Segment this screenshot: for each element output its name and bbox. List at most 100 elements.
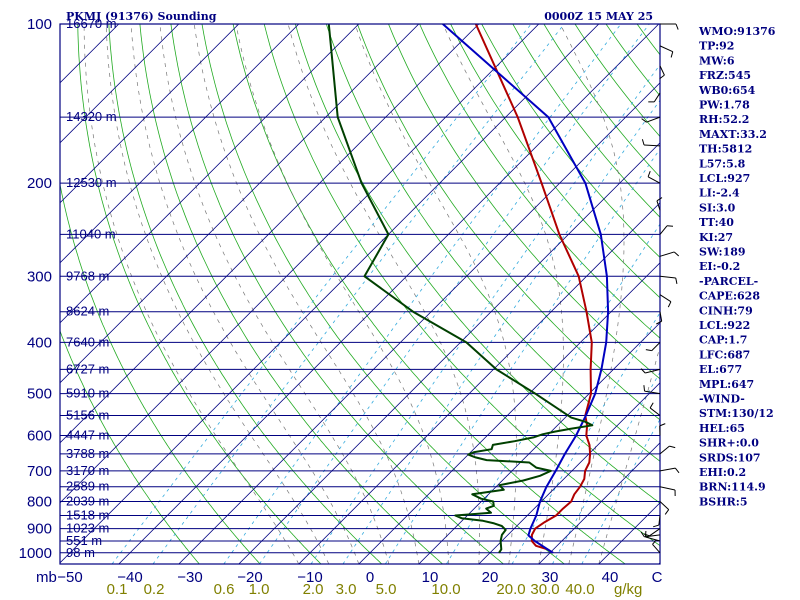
wind-barb [653,92,661,103]
mixing-ratio-tick-label: 2.0 [303,581,324,598]
moist-adiabat [83,24,300,564]
wind-barb [659,251,675,257]
height-label: 4447 m [66,427,109,442]
isotherm [238,142,660,564]
chart-time: 0000Z 15 MAY 25 [544,10,653,23]
index-item: CAPE:628 [699,290,760,303]
wind-barb [652,539,657,545]
moist-adiabat [193,24,420,564]
isotherm [178,82,660,564]
index-item: LFC:687 [699,348,750,361]
height-label: 3170 m [66,463,109,478]
index-item: SHR+:0.0 [699,437,759,450]
height-label: 14320 m [66,109,117,124]
wind-barb [659,423,666,427]
wind-barb [675,277,678,284]
wind-barb [659,467,676,472]
height-label: 12530 m [66,175,117,190]
wind-barb [674,467,680,474]
index-item: HEL:65 [699,422,745,435]
index-item: -WIND- [699,393,745,406]
wind-barb [649,402,654,409]
height-labels: 16670 m 14320 m 12530 m 11040 m 9768 m 8624 m… [66,16,117,560]
wind-barb [647,176,661,184]
height-label: 6727 m [66,361,109,376]
mixing-ratio-line [342,99,660,564]
mixing-ratio-line [511,311,660,564]
wind-barb [646,116,661,123]
temperature-tick-label: 20 [482,569,499,586]
wind-barb [645,536,661,542]
mixing-ratio-line [581,418,660,564]
height-label: 2589 m [66,479,109,494]
isotherm [60,24,600,564]
index-item: MAXT:33.2 [699,128,767,141]
dry-adiabat [77,24,322,564]
wind-barb [659,275,676,279]
wind-barb [656,197,663,202]
isotherm [538,442,660,564]
index-item: STM:130/12 [699,407,774,420]
height-label: 16670 m [66,16,117,31]
index-item: WB0:654 [698,84,756,97]
temperature-labels: −50 −40 −30 −20 −10 0 10 20 30 40 C [57,569,662,586]
wind-barb [675,23,679,30]
temperature-line [474,24,593,554]
index-item: MW:6 [699,54,735,67]
moist-adiabat [559,24,625,564]
wind-barb [659,74,665,80]
dry-adiabat [170,24,504,564]
height-label: 8624 m [66,304,109,319]
index-item: MPL:647 [699,378,754,391]
mixing-ratio-tick-label: 40.0 [565,581,594,598]
wind-barb [658,515,661,526]
isotherm [298,202,660,564]
wind-barb [664,509,670,515]
mixing-ratio-line [384,148,660,564]
height-label: 5910 m [66,386,109,401]
index-item: FRZ:545 [699,69,751,82]
pressure-tick-label: 900 [27,521,52,538]
dry-adiabat [294,24,660,504]
moist-adiabat [105,24,330,564]
pressure-labels: 100 200 300 400 500 600 700 800 900 1000 [19,16,52,562]
height-label: 7640 m [66,334,109,349]
height-label: 551 m [66,533,102,548]
index-item: BRN:114.9 [699,481,766,494]
mixing-ratio-line [259,24,650,564]
index-item: LCL:922 [699,319,750,332]
wind-barb [645,368,661,374]
index-item: LCL:927 [699,172,750,185]
index-item: WMO:91376 [698,25,776,38]
mixing-ratio-unit: g/kg [614,581,642,598]
index-item: LI:-2.4 [699,187,740,200]
temperature-tick-label: 30 [542,569,559,586]
dry-adiabat [139,24,443,564]
wind-barb [659,65,665,76]
mixing-ratio-tick-label: 0.1 [107,581,128,598]
mixing-ratio-line [223,24,622,564]
mixing-ratio-labels: 0.1 0.2 0.6 1.0 2.0 3.0 5.0 10.0 20.0 30.0 40.0 [107,581,595,598]
wind-barb [641,139,645,146]
temperature-tick-label: 0 [366,569,374,586]
parcel-line [442,24,610,554]
pressure-axis-unit: mb [36,569,57,586]
index-item: -PARCEL- [699,275,758,288]
mixing-ratio-tick-label: 30.0 [530,581,559,598]
height-label: 5156 m [66,408,109,423]
mixing-ratio-tick-label: 5.0 [376,581,397,598]
index-item: TH:5812 [699,143,752,156]
index-item: PW:1.78 [699,99,750,112]
pressure-tick-label: 500 [27,386,52,403]
index-item: KI:27 [699,231,733,244]
wind-barb [659,445,670,455]
wind-barb [649,407,661,416]
wind-barb [649,528,661,537]
mixing-ratio-tick-label: 10.0 [431,581,460,598]
temperature-tick-label: 10 [422,569,439,586]
isotherm [60,24,360,324]
wind-barb [670,51,674,58]
isotherm [60,24,180,144]
height-label: 1023 m [66,521,109,536]
wind-barb [659,225,668,235]
